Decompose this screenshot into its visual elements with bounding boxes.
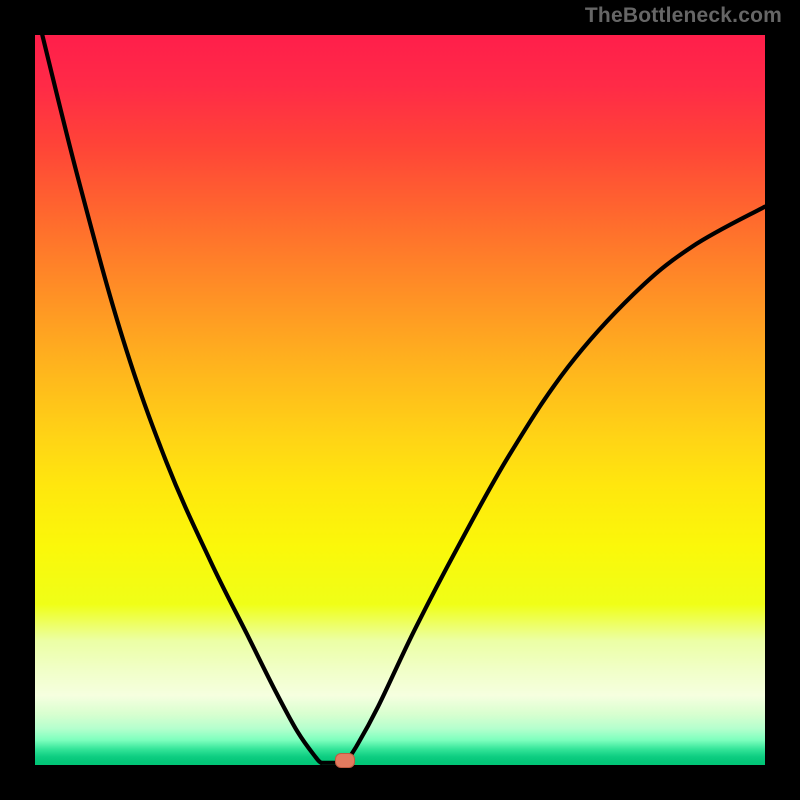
watermark-text: TheBottleneck.com — [585, 4, 782, 28]
curve-layer — [35, 35, 765, 765]
plot-area — [35, 35, 765, 765]
minimum-marker — [335, 753, 355, 768]
chart-root: TheBottleneck.com — [0, 0, 800, 800]
